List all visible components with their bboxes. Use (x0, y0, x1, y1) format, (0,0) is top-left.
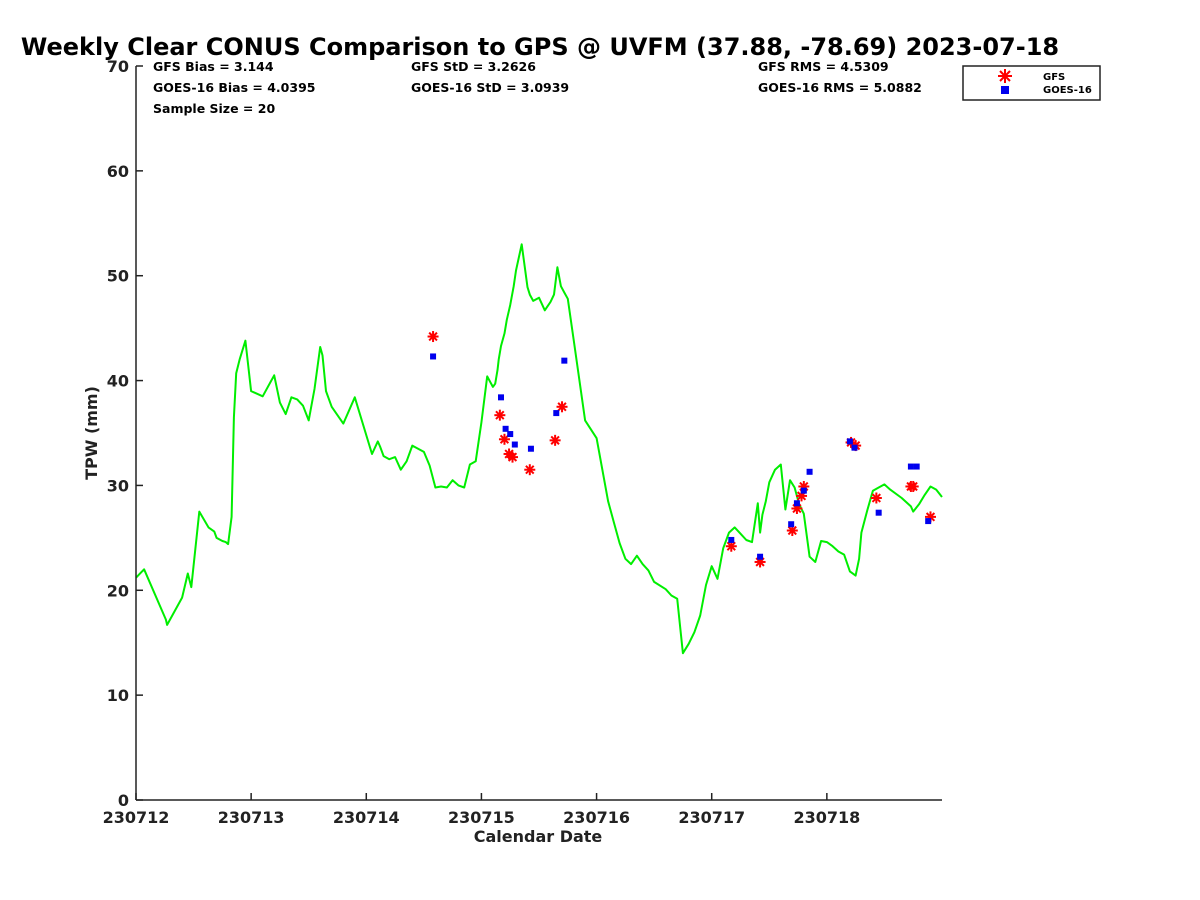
y-tick-label: 0 (118, 791, 129, 810)
legend: GFS GOES-16 (962, 65, 1101, 101)
legend-goes-label: GOES-16 (1043, 85, 1092, 96)
y-tick-label: 50 (107, 267, 129, 286)
y-tick-label: 20 (107, 581, 129, 600)
goes16-point (502, 425, 509, 432)
goes-std-stat: GOES-16 StD = 3.0939 (411, 80, 569, 95)
x-axis-label: Calendar Date (474, 827, 603, 846)
gfs-rms-stat: GFS RMS = 4.5309 (758, 59, 889, 74)
goes16-point (846, 438, 853, 445)
goes16-point (728, 536, 735, 543)
sample-size-stat: Sample Size = 20 (153, 101, 275, 116)
y-tick-label: 40 (107, 372, 129, 391)
plot-area: 0 10 20 30 40 50 60 70 230712 230713 230714 230715… (103, 57, 943, 827)
legend-gfs-marker (998, 69, 1012, 83)
goes16-point (800, 487, 807, 494)
y-axis-label: TPW (mm) (82, 386, 101, 480)
goes16-point (507, 431, 514, 438)
goes16-point (561, 357, 568, 364)
gfs-bias-stat: GFS Bias = 3.144 (153, 59, 274, 74)
goes16-point (553, 410, 560, 417)
legend-box (962, 65, 1101, 101)
legend-goes-marker (1001, 86, 1009, 94)
x-tick-label: 230715 (448, 808, 515, 827)
goes-bias-stat: GOES-16 Bias = 4.0395 (153, 80, 315, 95)
x-tick-label: 230713 (218, 808, 285, 827)
y-ticks: 0 10 20 30 40 50 60 70 (107, 57, 143, 810)
y-tick-label: 30 (107, 476, 129, 495)
goes16-point (851, 444, 858, 451)
goes16-point (788, 521, 795, 528)
x-tick-label: 230714 (333, 808, 400, 827)
goes16-point (806, 468, 813, 475)
gfs-point (907, 480, 919, 492)
series-layer (135, 243, 943, 655)
legend-gfs-label: GFS (1043, 72, 1065, 83)
goes-rms-stat: GOES-16 RMS = 5.0882 (758, 80, 922, 95)
goes16-point (913, 463, 920, 470)
gfs-point (870, 492, 882, 504)
gfs-point (524, 464, 536, 476)
x-ticks: 230712 230713 230714 230715 230716 230717 2307… (103, 793, 860, 827)
goes16-point (875, 509, 882, 516)
goes16-point (430, 353, 437, 360)
goes16-point (527, 445, 534, 452)
gfs-point (494, 409, 506, 421)
gfs-std-stat: GFS StD = 3.2626 (411, 59, 536, 74)
goes16-point (757, 553, 764, 560)
goes16-point (925, 518, 932, 525)
gfs-point (427, 331, 439, 343)
x-tick-label: 230712 (103, 808, 170, 827)
y-tick-label: 60 (107, 162, 129, 181)
gfs-point (556, 401, 568, 413)
gfs-point (549, 434, 561, 446)
chart-title: Weekly Clear CONUS Comparison to GPS @ U… (21, 33, 1059, 61)
goes16-point (498, 394, 505, 401)
y-tick-label: 70 (107, 57, 129, 76)
goes16-point (907, 463, 914, 470)
x-tick-label: 230716 (563, 808, 630, 827)
goes16-point (793, 500, 800, 507)
gfs-point (498, 433, 510, 445)
gfs-point (507, 451, 519, 463)
y-tick-label: 10 (107, 686, 129, 705)
gps-tpw-line (135, 243, 943, 655)
x-tick-label: 230717 (678, 808, 745, 827)
goes16-point (511, 441, 518, 448)
x-tick-label: 230718 (793, 808, 860, 827)
